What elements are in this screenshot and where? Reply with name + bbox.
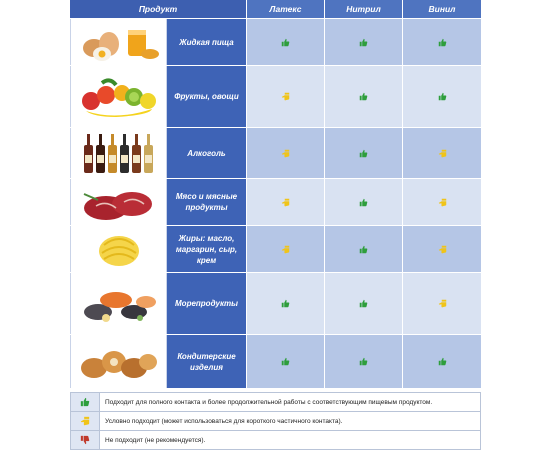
rating-vinyl xyxy=(403,335,481,388)
compatibility-table: Продукт Латекс Нитрил Винил Жидкая пища Ф… xyxy=(70,0,481,388)
thumbs-sideways-icon xyxy=(281,149,290,157)
legend-icon-cell xyxy=(71,393,100,411)
seafood-image xyxy=(70,273,167,334)
thumbs-up-icon xyxy=(359,149,368,157)
thumbs-up-icon xyxy=(438,92,446,101)
table-row: Фрукты, овощи xyxy=(70,65,481,127)
rating-nitrile xyxy=(325,128,403,178)
thumbs-up-icon xyxy=(359,92,368,101)
thumbs-sideways-icon xyxy=(281,92,290,101)
table-row: Жиры: масло, маргарин, сыр, крем xyxy=(70,225,481,272)
thumbs-up-icon xyxy=(281,357,290,366)
thumbs-up-icon xyxy=(359,357,368,366)
legend-item: Не подходит (не рекомендуется). xyxy=(71,431,480,449)
fruits-vegetables-image xyxy=(70,66,167,127)
eggs-honey-image xyxy=(70,19,167,65)
rating-latex xyxy=(247,19,325,65)
header-latex: Латекс xyxy=(247,0,325,18)
legend-item: Подходит для полного контакта и более пр… xyxy=(71,393,480,412)
rating-latex xyxy=(247,226,325,272)
thumbs-sideways-icon xyxy=(281,198,290,206)
butter-image xyxy=(70,226,167,272)
thumbs-up-icon xyxy=(80,397,90,407)
product-name: Жидкая пища xyxy=(167,19,247,65)
legend-item: Условно подходит (может использоваться д… xyxy=(71,412,480,431)
rating-latex xyxy=(247,335,325,388)
thumbs-sideways-icon xyxy=(438,198,446,206)
rating-vinyl xyxy=(403,179,481,225)
thumbs-up-icon xyxy=(359,245,368,253)
thumbs-sideways-icon xyxy=(438,245,446,253)
header-nitrile: Нитрил xyxy=(325,0,403,18)
thumbs-up-icon xyxy=(359,38,368,46)
table-row: Кондитерские изделия xyxy=(70,334,481,388)
table-header: Продукт Латекс Нитрил Винил xyxy=(70,0,481,18)
thumbs-up-icon xyxy=(438,38,446,46)
thumbs-sideways-icon xyxy=(281,245,290,253)
thumbs-up-icon xyxy=(359,198,368,206)
table-row: Мясо и мясные продукты xyxy=(70,178,481,225)
pastry-image xyxy=(70,335,167,388)
product-name: Кондитерские изделия xyxy=(167,335,247,388)
product-name: Мясо и мясные продукты xyxy=(167,179,247,225)
rating-vinyl xyxy=(403,19,481,65)
rating-vinyl xyxy=(403,128,481,178)
thumbs-up-icon xyxy=(359,299,368,308)
legend-text: Условно подходит (может использоваться д… xyxy=(105,417,343,425)
header-vinyl: Винил xyxy=(403,0,481,18)
thumbs-down-icon xyxy=(80,435,90,445)
table-row: Жидкая пища xyxy=(70,18,481,65)
rating-vinyl xyxy=(403,226,481,272)
rating-latex xyxy=(247,273,325,334)
thumbs-up-icon xyxy=(281,299,290,308)
rating-nitrile xyxy=(325,335,403,388)
rating-nitrile xyxy=(325,179,403,225)
rating-vinyl xyxy=(403,66,481,127)
table-body: Жидкая пища Фрукты, овощи Алкоголь Мясо и м… xyxy=(70,18,481,388)
rating-nitrile xyxy=(325,66,403,127)
table-row: Алкоголь xyxy=(70,127,481,178)
thumbs-up-icon xyxy=(438,357,446,366)
product-name: Алкоголь xyxy=(167,128,247,178)
rating-nitrile xyxy=(325,19,403,65)
legend: Подходит для полного контакта и более пр… xyxy=(70,392,481,450)
product-name: Морепродукты xyxy=(167,273,247,334)
legend-icon-cell xyxy=(71,431,100,449)
rating-nitrile xyxy=(325,226,403,272)
rating-nitrile xyxy=(325,273,403,334)
bottles-image xyxy=(70,128,167,178)
rating-vinyl xyxy=(403,273,481,334)
table-row: Морепродукты xyxy=(70,272,481,334)
thumbs-sideways-icon xyxy=(80,416,90,426)
header-product: Продукт xyxy=(70,0,247,18)
thumbs-sideways-icon xyxy=(438,299,446,308)
thumbs-up-icon xyxy=(281,38,290,46)
thumbs-sideways-icon xyxy=(438,149,446,157)
legend-text: Не подходит (не рекомендуется). xyxy=(105,436,206,444)
rating-latex xyxy=(247,66,325,127)
rating-latex xyxy=(247,128,325,178)
product-name: Фрукты, овощи xyxy=(167,66,247,127)
legend-icon-cell xyxy=(71,412,100,430)
rating-latex xyxy=(247,179,325,225)
meat-image xyxy=(70,179,167,225)
product-name: Жиры: масло, маргарин, сыр, крем xyxy=(167,226,247,272)
legend-text: Подходит для полного контакта и более пр… xyxy=(105,398,433,406)
